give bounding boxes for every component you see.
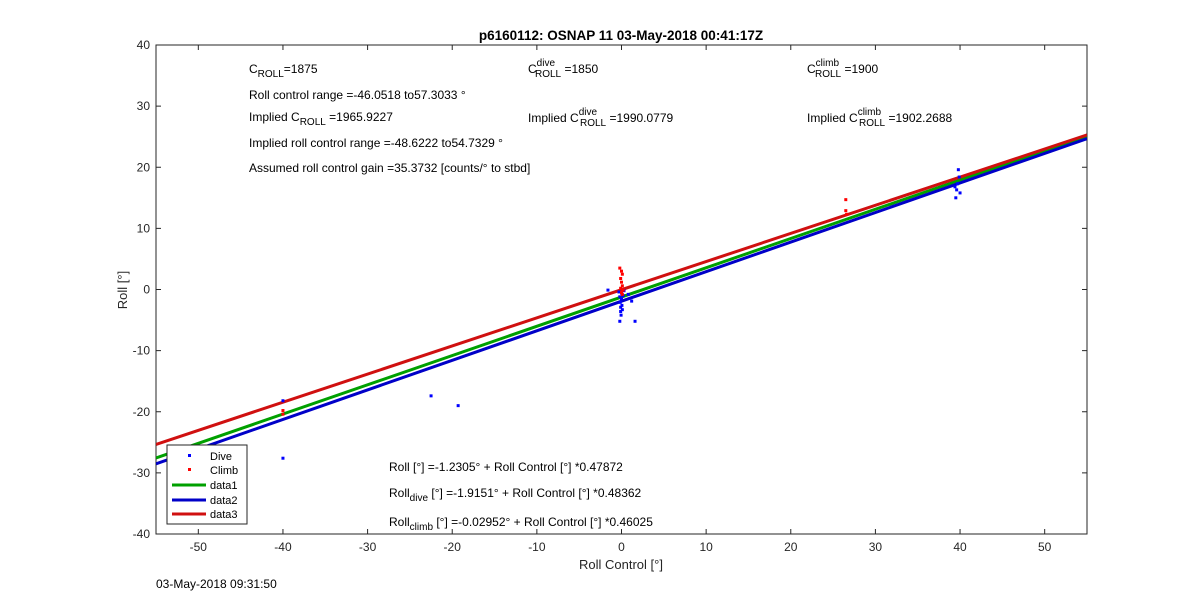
c-roll-climb-annotation: Cclimb ROLL =1900 <box>807 58 878 80</box>
implied-c-roll-climb-annotation: Implied Cclimb ROLL =1902.2688 <box>807 107 953 129</box>
legend-data1-label: data1 <box>210 480 238 492</box>
dive-point <box>620 297 623 301</box>
dive-point <box>620 308 624 312</box>
x-tick-label: -10 <box>528 540 546 554</box>
fit-equation-climb: Rollclimb [°] =-0.02952° + Roll Control … <box>389 515 653 533</box>
climb-point <box>620 280 623 284</box>
dive-point <box>618 295 622 299</box>
c-roll-dive-annotation: Cdive ROLL =1850 <box>528 58 598 80</box>
dive-point <box>626 292 630 296</box>
roll-control-range-annotation: Roll control range =-46.0518 to57.3033 ° <box>249 88 466 102</box>
dive-point <box>954 196 958 200</box>
x-axis-label: Roll Control [°] <box>579 557 663 572</box>
c-roll-annotation: CROLL=1875 <box>249 62 318 80</box>
footer-timestamp: 03-May-2018 09:31:50 <box>156 577 277 591</box>
x-tick-label: -30 <box>359 540 377 554</box>
y-tick-label: 40 <box>137 38 151 52</box>
climb-point <box>620 269 623 273</box>
gain-annotation: Assumed roll control gain =35.3732 [coun… <box>249 161 530 175</box>
x-tick-label: 10 <box>699 540 713 554</box>
climb-point <box>620 272 624 276</box>
legend-data3-label: data3 <box>210 509 238 521</box>
dive-point <box>620 303 624 307</box>
climb-point <box>844 198 848 202</box>
climb-point <box>845 212 849 216</box>
y-axis: -40 -30 -20 -10 0 10 20 30 40 <box>133 38 1087 541</box>
dive-point <box>633 319 637 323</box>
climb-point <box>620 284 624 288</box>
dive-point <box>617 290 621 294</box>
x-axis: -50 -40 -30 -20 -10 0 10 20 30 40 50 <box>190 45 1052 554</box>
dive-point <box>958 191 962 195</box>
legend-climb-label: Climb <box>210 465 238 477</box>
dive-point <box>956 168 960 172</box>
dive-point <box>619 310 623 314</box>
dive-point <box>619 305 623 309</box>
y-tick-label: 30 <box>137 99 151 113</box>
legend: Dive Climb data1 data2 data3 <box>166 444 248 525</box>
dive-point <box>606 288 610 292</box>
y-tick-label: -10 <box>133 344 151 358</box>
x-tick-label: -40 <box>274 540 292 554</box>
dive-point <box>281 399 285 403</box>
climb-point <box>281 412 285 416</box>
y-tick-label: 0 <box>143 283 150 297</box>
data-points <box>186 168 962 460</box>
y-axis-label: Roll [°] <box>115 271 130 309</box>
x-tick-label: 20 <box>784 540 798 554</box>
fit-line-data1 <box>156 134 1087 460</box>
dive-point <box>619 313 623 317</box>
dive-point <box>953 185 957 189</box>
dive-point <box>618 319 622 323</box>
y-tick-label: 10 <box>137 221 151 235</box>
dive-point <box>456 404 460 408</box>
dive-point <box>630 299 634 303</box>
dive-point <box>429 394 433 398</box>
climb-point <box>620 291 623 295</box>
legend-data2-label: data2 <box>210 495 238 507</box>
legend-dive-marker <box>188 454 191 457</box>
x-tick-label: 40 <box>953 540 967 554</box>
x-tick-label: 0 <box>618 540 625 554</box>
implied-c-roll-dive-annotation: Implied Cdive ROLL =1990.0779 <box>528 107 674 129</box>
fit-equation-dive: Rolldive [°] =-1.9151° + Roll Control [°… <box>389 486 642 504</box>
dive-point <box>956 182 960 186</box>
climb-point <box>620 292 624 296</box>
dive-point <box>281 456 285 460</box>
x-tick-label: -20 <box>444 540 462 554</box>
x-tick-label: 30 <box>869 540 883 554</box>
dive-point <box>955 188 959 192</box>
chart-title: p6160112: OSNAP 11 03-May-2018 00:41:17Z <box>479 28 763 43</box>
climb-point <box>619 276 623 280</box>
y-tick-label: 20 <box>137 160 151 174</box>
dive-point <box>618 300 622 304</box>
legend-dive-label: Dive <box>210 451 232 463</box>
climb-point <box>619 286 623 290</box>
legend-climb-marker <box>188 468 191 471</box>
climb-point <box>844 209 848 213</box>
implied-c-roll-annotation: Implied CROLL =1965.9227 <box>249 110 393 128</box>
climb-point <box>281 409 285 413</box>
fit-equation-all: Roll [°] =-1.2305° + Roll Control [°] *0… <box>389 460 623 474</box>
x-tick-label: 50 <box>1038 540 1052 554</box>
x-tick-label: -50 <box>190 540 208 554</box>
climb-point <box>621 288 625 292</box>
climb-point <box>618 266 622 270</box>
y-tick-label: -30 <box>133 466 151 480</box>
implied-range-annotation: Implied roll control range =-48.6222 to5… <box>249 136 503 150</box>
y-tick-label: -20 <box>133 405 151 419</box>
dive-point <box>957 175 961 179</box>
y-tick-label: -40 <box>133 527 151 541</box>
